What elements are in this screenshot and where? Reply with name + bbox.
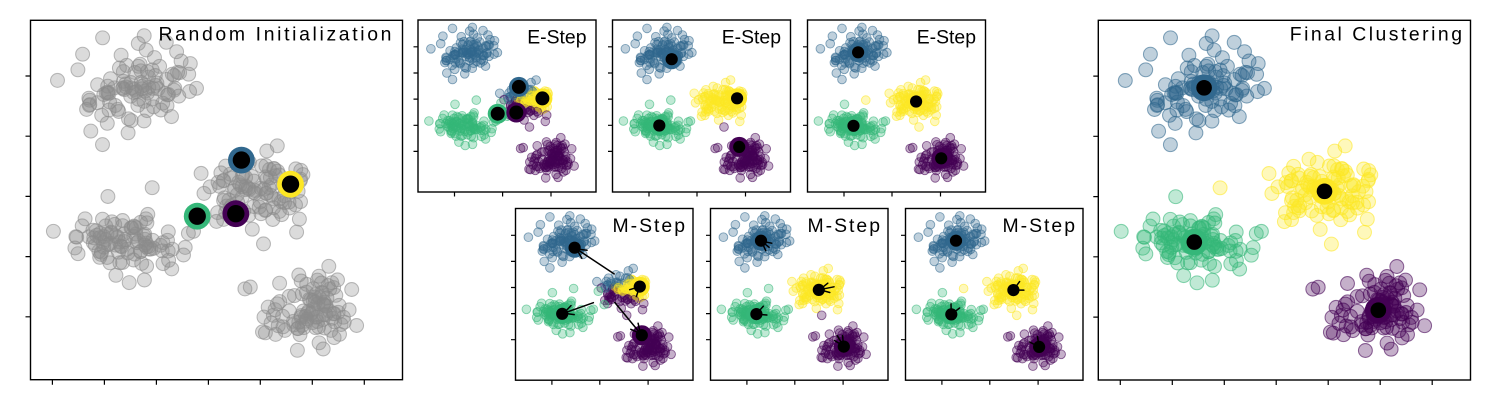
svg-text:M-Step: M-Step xyxy=(808,215,883,237)
svg-text:M-Step: M-Step xyxy=(1003,215,1078,237)
svg-text:Random Initialization: Random Initialization xyxy=(158,23,394,45)
svg-text:E-Step: E-Step xyxy=(527,26,586,48)
svg-text:E-Step: E-Step xyxy=(917,26,976,48)
svg-text:E-Step: E-Step xyxy=(722,26,781,48)
svg-text:M-Step: M-Step xyxy=(613,215,688,237)
svg-text:Final Clustering: Final Clustering xyxy=(1290,23,1465,45)
